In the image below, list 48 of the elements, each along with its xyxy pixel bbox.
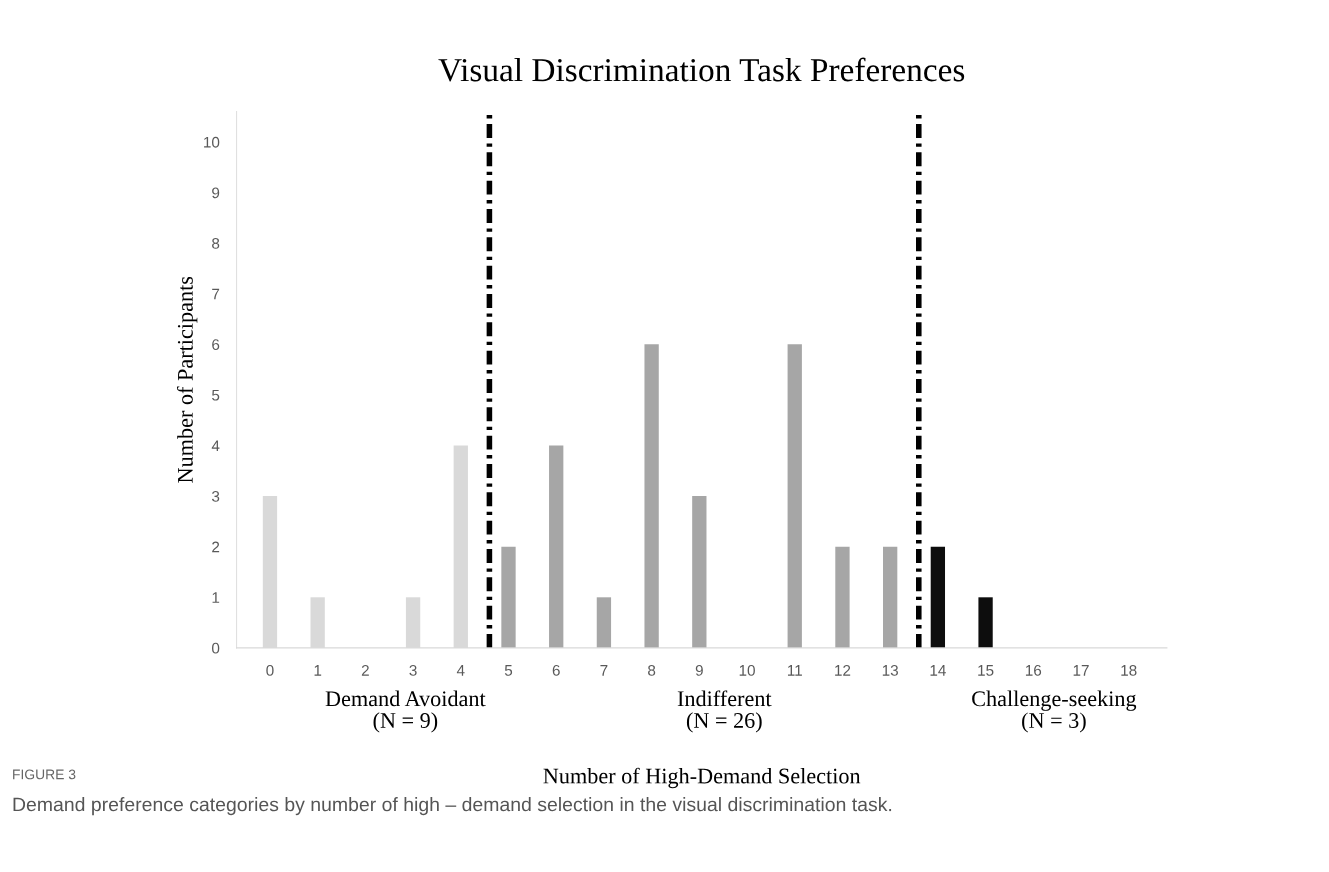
y-axis-title: Number of Participants: [176, 276, 198, 483]
x-tick-label: 14: [930, 665, 946, 676]
text: Indifferent (N = 26): [677, 690, 772, 733]
x-tick-label: 0: [266, 664, 274, 676]
y-tick-label: 6: [212, 339, 220, 351]
text: Demand Avoidant (N = 9): [325, 690, 486, 733]
x-tick-label: 1: [314, 665, 322, 676]
x-axis-title: Number of High-Demand Selection: [543, 767, 861, 789]
y-tick-label: 9: [212, 187, 220, 199]
x-tick-label: 8: [648, 664, 656, 676]
x-tick-label: 11: [787, 665, 802, 676]
y-tick-label: 5: [212, 389, 220, 401]
bar: [883, 546, 898, 648]
x-tick-label: 13: [882, 664, 898, 676]
y-tick-label: 2: [212, 541, 220, 553]
x-tick-label: 2: [361, 664, 369, 676]
chart-title: Visual Discrimination Task Preferences: [438, 57, 965, 82]
text: Demand preference categories by number of high – demand selection in the visual discrimination task.: [13, 797, 892, 816]
caption: FIGURE 3: [13, 769, 76, 780]
bar: [501, 546, 516, 648]
bar: [978, 597, 993, 648]
bar: [787, 344, 802, 648]
bar: [596, 597, 612, 648]
x-tick-label: 7: [600, 665, 608, 676]
x-tick-label: 5: [504, 665, 513, 676]
y-tick-label: 3: [211, 490, 220, 502]
x-tick-label: 18: [1121, 664, 1137, 676]
y-tick-label: 0: [212, 642, 220, 654]
x-tick-label: 9: [695, 664, 703, 676]
y-tick-label: 7: [212, 288, 220, 300]
bar: [835, 546, 850, 648]
x-tick-label: 10: [739, 664, 755, 676]
y-tick-label: 10: [204, 136, 220, 148]
x-tick-label: 16: [1025, 664, 1042, 676]
bar: [644, 344, 659, 648]
x-tick-label: 6: [552, 664, 560, 676]
bar: [549, 445, 564, 648]
y-tick-label: 8: [212, 238, 220, 249]
x-tick-label: 4: [456, 665, 465, 676]
x-tick-label: 12: [835, 664, 851, 676]
x-tick-label: 17: [1073, 665, 1089, 676]
bar: [930, 546, 946, 648]
x-tick-label: 3: [409, 664, 417, 676]
x-tick-label: 15: [978, 665, 994, 676]
y-tick-label: 1: [212, 592, 220, 603]
y-tick-label: 4: [211, 440, 220, 452]
bar: [692, 496, 707, 648]
text: Challenge-seeking (N = 3): [972, 690, 1137, 733]
